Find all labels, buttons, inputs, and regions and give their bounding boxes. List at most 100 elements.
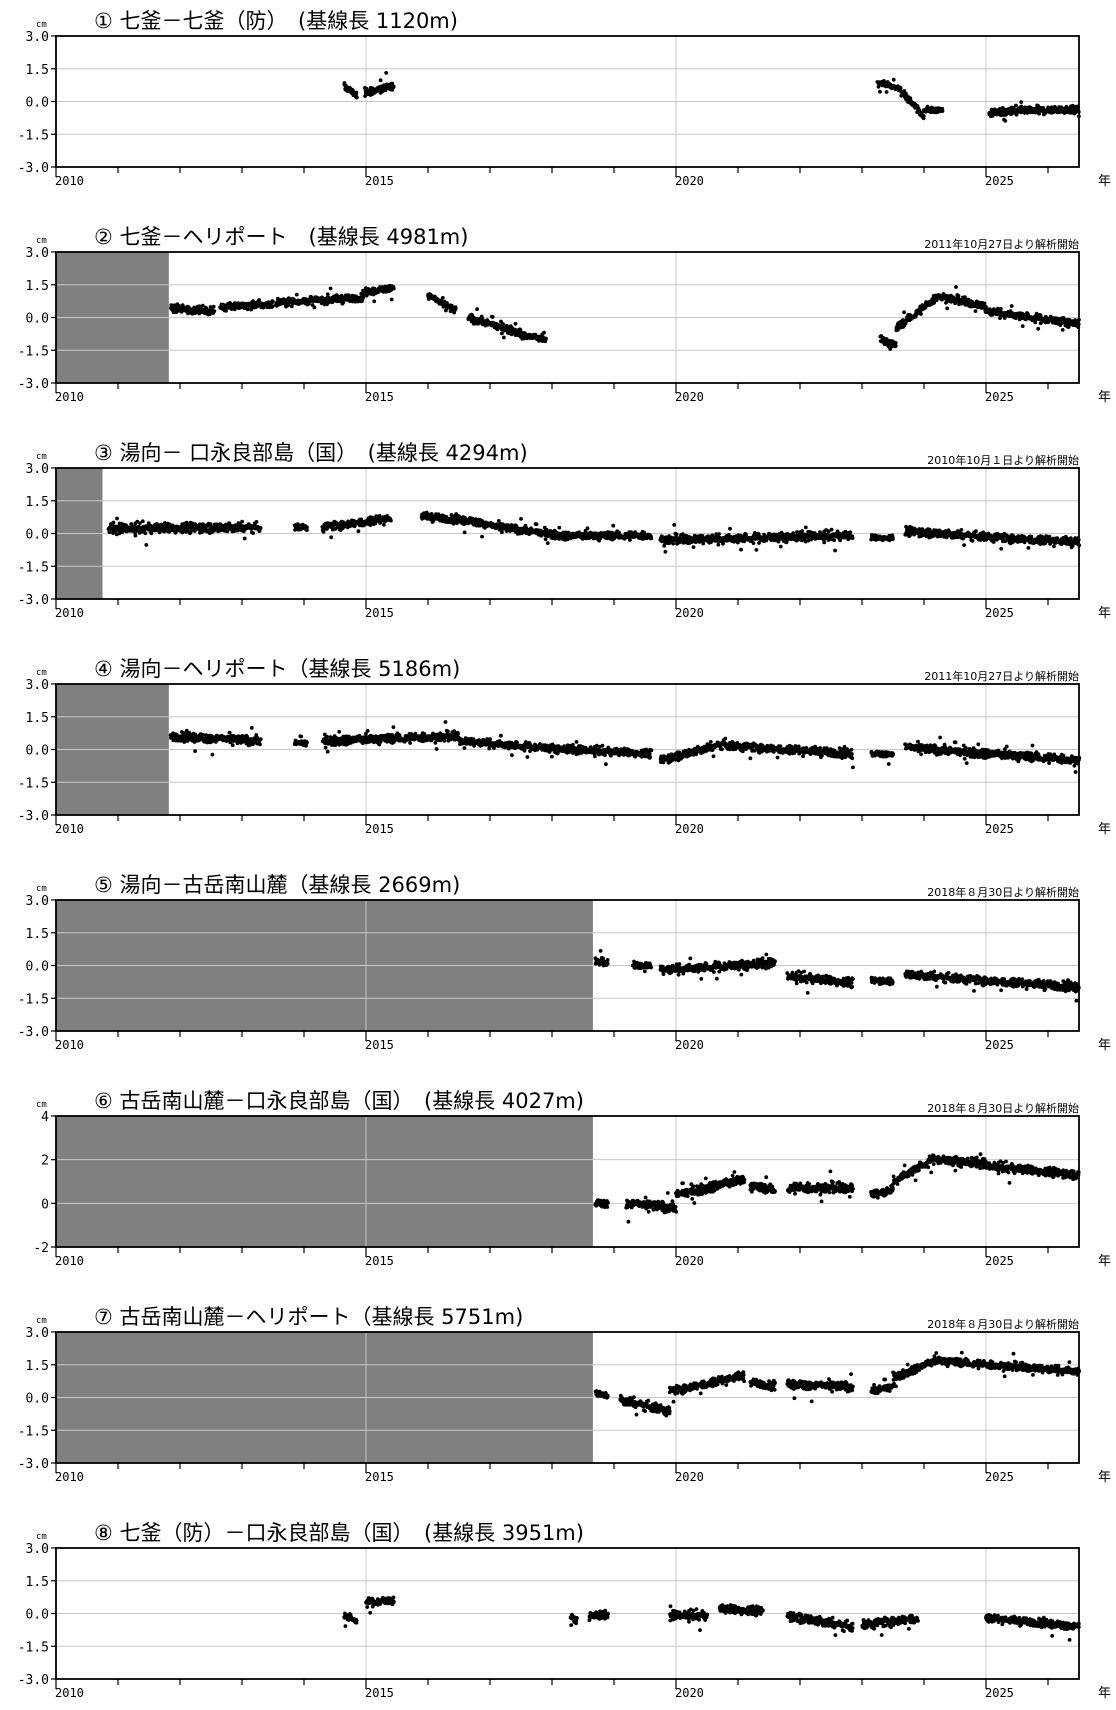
- x-tick-label: 2025: [985, 174, 1014, 188]
- data-point: [475, 307, 479, 312]
- data-point: [271, 299, 275, 304]
- data-point: [325, 734, 329, 739]
- data-point: [305, 740, 309, 745]
- data-point: [294, 292, 299, 297]
- data-point: [542, 330, 546, 335]
- x-tick-label: 2020: [675, 174, 704, 188]
- data-point: [959, 528, 964, 532]
- x-axis-label: 年: [1098, 174, 1111, 189]
- y-tick-label: -1.5: [18, 344, 49, 359]
- data-point: [480, 534, 484, 539]
- data-point: [1060, 328, 1065, 332]
- y-tick-label: 1.5: [26, 495, 49, 510]
- data-point: [754, 548, 759, 552]
- data-point: [973, 309, 978, 313]
- data-point: [982, 301, 987, 306]
- data-point: [182, 740, 187, 744]
- data-point: [143, 531, 148, 536]
- data-points: [106, 510, 1082, 554]
- y-tick-label: -3.0: [18, 593, 49, 608]
- x-tick-label: 2025: [985, 606, 1014, 620]
- data-point: [258, 526, 263, 530]
- data-point: [513, 321, 518, 326]
- data-points: [168, 720, 1082, 774]
- unit-label: cm: [36, 668, 47, 678]
- x-tick-label: 2010: [55, 390, 84, 404]
- chart-panel-3: ③ 湯向－ 口永良部島（国） (基線長 4294m)cm 2010年10月１日より…: [18, 441, 1111, 621]
- data-point: [329, 535, 334, 540]
- chart-panel-4: ④ 湯向－ヘリポート（基線長 5186m)cm 2011年10月27日より解析開始…: [18, 657, 1111, 837]
- chart-title: ③ 湯向－ 口永良部島（国） (基線長 4294m): [94, 441, 528, 465]
- data-point: [200, 303, 205, 308]
- data-point: [1020, 324, 1025, 328]
- y-tick-label: 3.0: [26, 246, 49, 261]
- data-point: [258, 742, 262, 747]
- data-point: [245, 307, 250, 312]
- x-tick-label: 2020: [675, 390, 704, 404]
- data-point: [1047, 534, 1052, 539]
- data-point: [355, 95, 359, 100]
- data-point: [878, 89, 882, 94]
- data-point: [384, 71, 389, 75]
- data-point: [999, 113, 1004, 118]
- data-point: [389, 518, 393, 523]
- y-tick-label: -3.0: [18, 161, 49, 176]
- data-point: [962, 543, 966, 547]
- data-point: [133, 533, 138, 538]
- data-point: [502, 335, 506, 340]
- data-point: [893, 344, 898, 348]
- data-point: [545, 541, 550, 545]
- data-point: [251, 531, 256, 535]
- data-point: [691, 545, 696, 549]
- data-point: [974, 529, 978, 534]
- data-point: [891, 77, 896, 82]
- x-tick-label: 2015: [365, 390, 394, 404]
- data-point: [902, 310, 906, 315]
- data-point: [258, 737, 263, 741]
- data-point: [328, 286, 333, 291]
- data-point: [739, 547, 743, 552]
- data-point: [829, 527, 834, 532]
- data-point: [545, 528, 549, 532]
- data-points: [342, 71, 1081, 123]
- data-point: [391, 84, 396, 89]
- data-point: [299, 734, 304, 739]
- unit-label: cm: [36, 452, 47, 462]
- data-point: [832, 538, 836, 543]
- y-tick-label: 3.0: [26, 462, 49, 477]
- data-point: [998, 307, 1003, 311]
- chart-title: ① 七釜－七釜（防） (基線長 1120m): [94, 9, 458, 33]
- data-point: [884, 90, 889, 94]
- data-point: [230, 743, 235, 748]
- x-axis-label: 年: [1098, 390, 1111, 405]
- data-point: [115, 516, 119, 521]
- y-tick-label: 3.0: [26, 30, 49, 45]
- y-tick-label: -1.5: [18, 128, 49, 143]
- data-point: [1026, 546, 1031, 550]
- x-axis-label: 年: [1098, 606, 1111, 621]
- data-point: [1052, 544, 1056, 549]
- data-point: [249, 726, 254, 730]
- y-tick-label: 0.0: [26, 528, 49, 543]
- data-point: [956, 294, 961, 298]
- data-point: [323, 745, 328, 750]
- data-point: [728, 526, 732, 531]
- data-point: [254, 520, 259, 524]
- data-point: [751, 541, 756, 545]
- x-tick-label: 2010: [55, 174, 84, 188]
- data-point: [1036, 326, 1041, 331]
- chart-panel-1: ① 七釜－七釜（防） (基線長 1120m)cm3.01.50.0-1.5-3.…: [18, 9, 1111, 189]
- chart-title: ② 七釜－ヘリポート (基線長 4981m): [94, 225, 468, 249]
- chart-title: ④ 湯向－ヘリポート（基線長 5186m): [94, 657, 460, 681]
- data-point: [822, 540, 827, 545]
- data-point: [848, 530, 853, 535]
- data-point: [543, 537, 548, 542]
- data-point: [833, 548, 837, 553]
- data-point: [372, 299, 377, 304]
- data-point: [211, 304, 216, 309]
- data-point: [519, 517, 523, 521]
- data-point: [1037, 111, 1041, 116]
- x-tick-label: 2015: [365, 174, 394, 188]
- data-point: [249, 307, 254, 312]
- data-point: [890, 535, 895, 540]
